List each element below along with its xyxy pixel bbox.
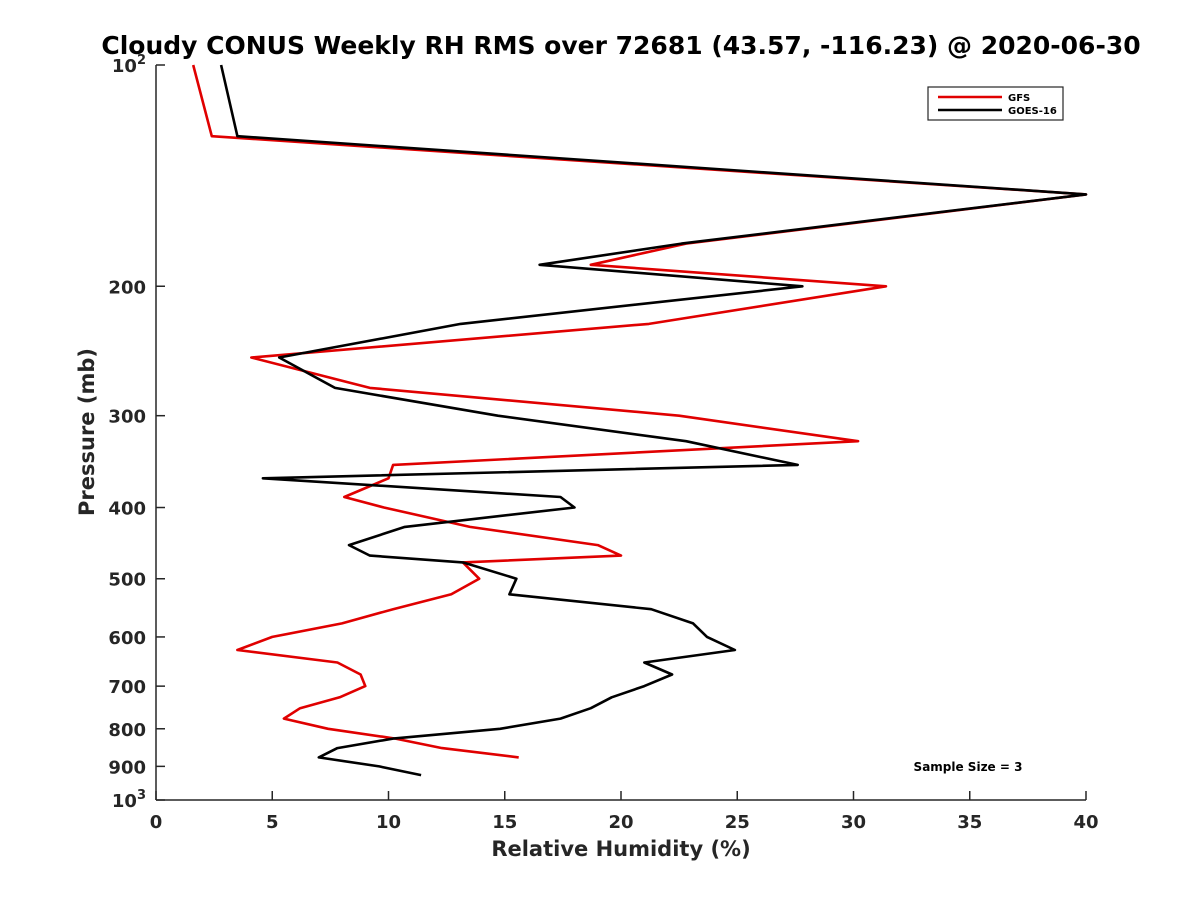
x-tick-label-0: 0 — [150, 812, 163, 833]
x-tick-label-25: 25 — [725, 812, 750, 833]
series-line-gfs — [191, 64, 1088, 759]
legend-label-gfs: GFS — [1008, 93, 1030, 104]
x-tick-label-35: 35 — [957, 812, 982, 833]
y-tick-label-400: 400 — [108, 499, 146, 520]
x-tick-label-15: 15 — [492, 812, 517, 833]
y-axis-label: Pressure (mb) — [75, 348, 99, 516]
x-axis-label: Relative Humidity (%) — [491, 837, 750, 861]
x-tick-label-20: 20 — [608, 812, 633, 833]
y-tick-label-800: 800 — [108, 720, 146, 741]
x-tick-label-30: 30 — [841, 812, 866, 833]
y-tick-label-500: 500 — [108, 570, 146, 591]
y-tick-label-700: 700 — [108, 677, 146, 698]
legend-label-goes16: GOES-16 — [1008, 106, 1057, 117]
x-tick-label-10: 10 — [376, 812, 401, 833]
chart-title: Cloudy CONUS Weekly RH RMS over 72681 (4… — [101, 31, 1140, 60]
x-ticks: 0 5 10 15 20 25 30 35 40 — [150, 791, 1099, 833]
sample-size-annotation: Sample Size = 3 — [914, 760, 1023, 774]
x-tick-label-40: 40 — [1073, 812, 1098, 833]
x-tick-label-5: 5 — [266, 812, 279, 833]
legend: GFS GOES-16 — [927, 86, 1064, 121]
series-line-goes16 — [219, 64, 1088, 777]
series-lines — [191, 64, 1088, 777]
y-tick-label-900: 900 — [108, 757, 146, 778]
y-tick-label-600: 600 — [108, 628, 146, 649]
y-tick-label-300: 300 — [108, 407, 146, 428]
legend-box — [927, 86, 1064, 121]
y-tick-label-200: 200 — [108, 277, 146, 298]
